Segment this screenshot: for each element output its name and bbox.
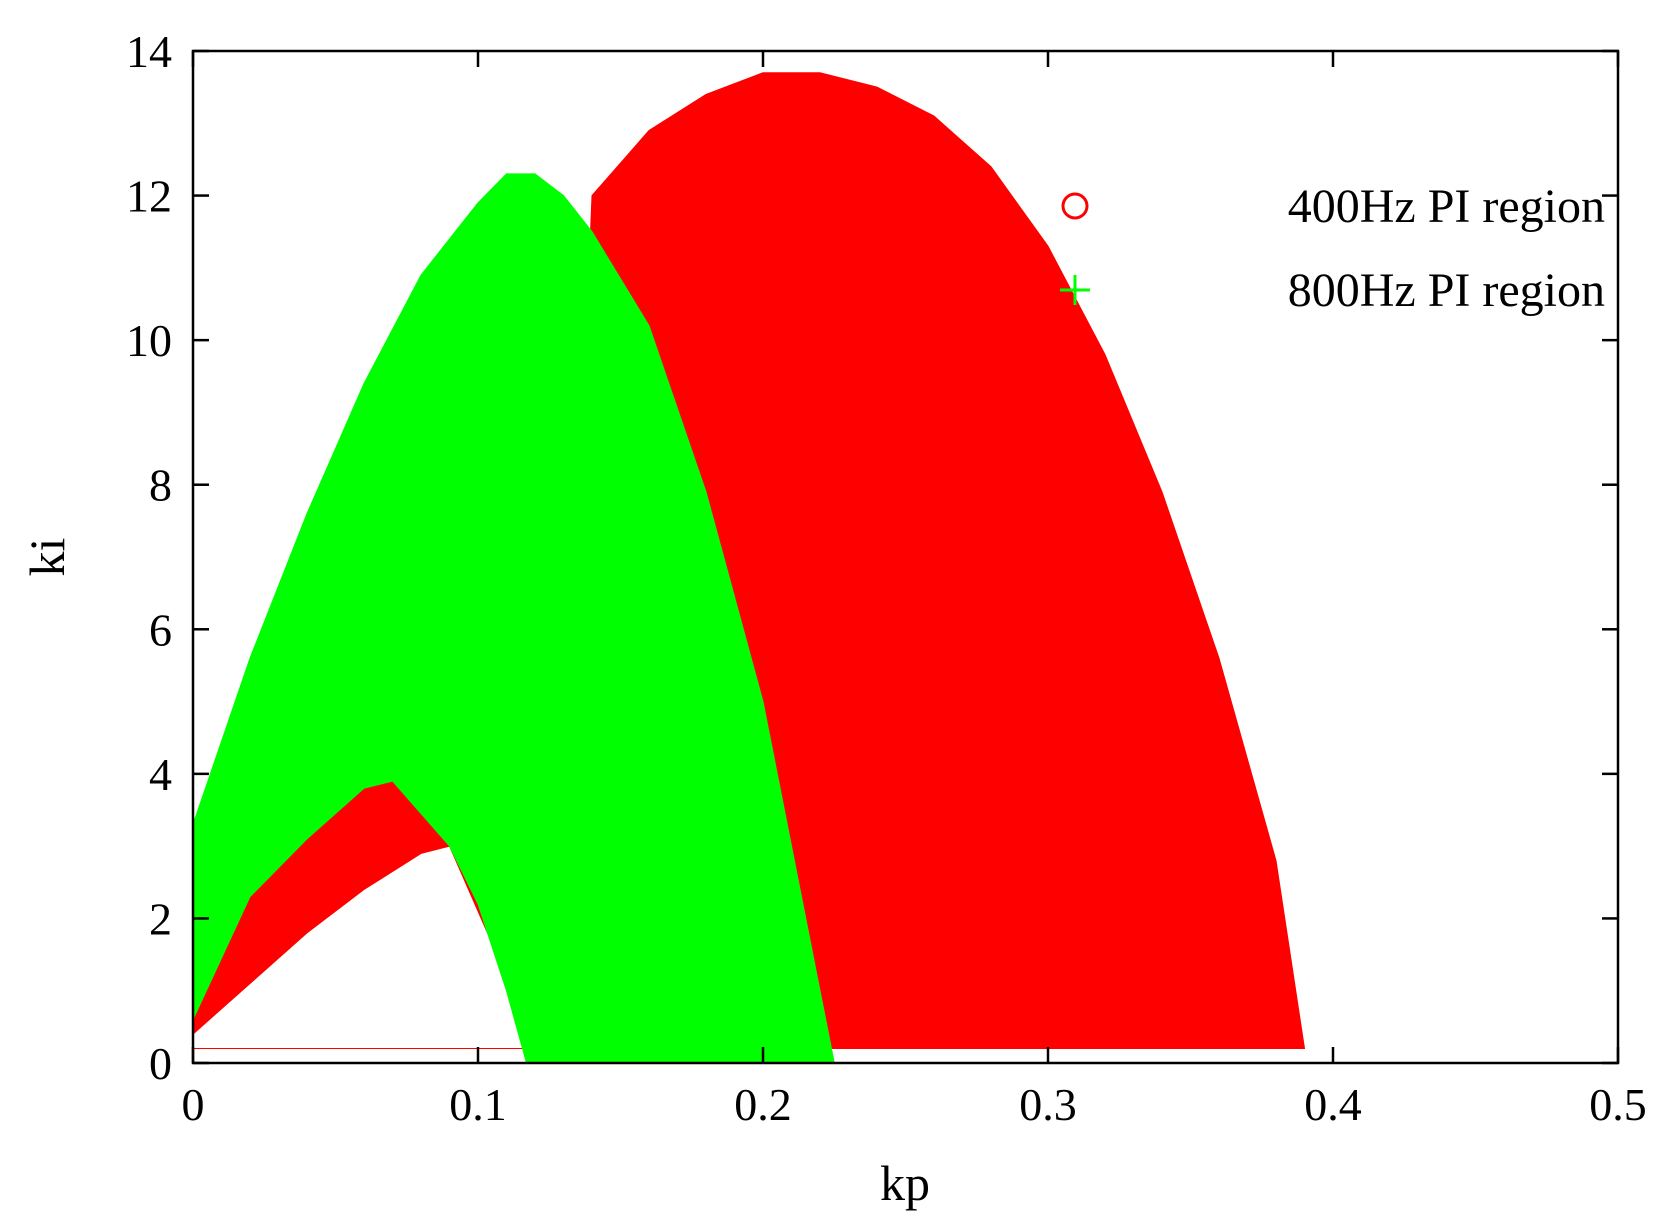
legend-label: 800Hz PI region — [1288, 264, 1605, 317]
x-tick-label: 0.1 — [449, 1079, 507, 1130]
y-tick-label: 12 — [126, 171, 172, 222]
plot-frame — [191, 49, 1620, 1065]
y-tick-label: 8 — [149, 460, 172, 511]
y-tick-label: 10 — [126, 315, 172, 366]
x-tick-label: 0.5 — [1589, 1079, 1647, 1130]
y-tick-label: 4 — [149, 749, 172, 800]
y-tick-label: 6 — [149, 604, 172, 655]
x-axis-label: kp — [880, 1155, 930, 1211]
chart-regions — [192, 72, 1306, 1064]
legend: 400Hz PI region 800Hz PI region — [1060, 180, 1605, 317]
region-series-2 — [192, 173, 835, 1064]
x-tick-label: 0 — [182, 1079, 205, 1130]
y-tick-label: 0 — [149, 1038, 172, 1089]
axis-ticks — [191, 49, 1620, 1065]
legend-marker-plus — [1060, 275, 1090, 305]
y-tick-label: 14 — [126, 26, 172, 77]
legend-label: 400Hz PI region — [1288, 180, 1605, 233]
y-axis-label: ki — [19, 538, 75, 577]
legend-marker-circle — [1061, 192, 1089, 220]
x-tick-label: 0.3 — [1019, 1079, 1077, 1130]
y-tick-label: 2 — [149, 893, 172, 944]
x-tick-label: 0.2 — [734, 1079, 792, 1130]
x-tick-label: 0.4 — [1304, 1079, 1362, 1130]
tick-labels: 0 0.1 0.2 0.3 0.4 0.5 0 2 4 6 8 10 12 14 — [126, 26, 1647, 1130]
